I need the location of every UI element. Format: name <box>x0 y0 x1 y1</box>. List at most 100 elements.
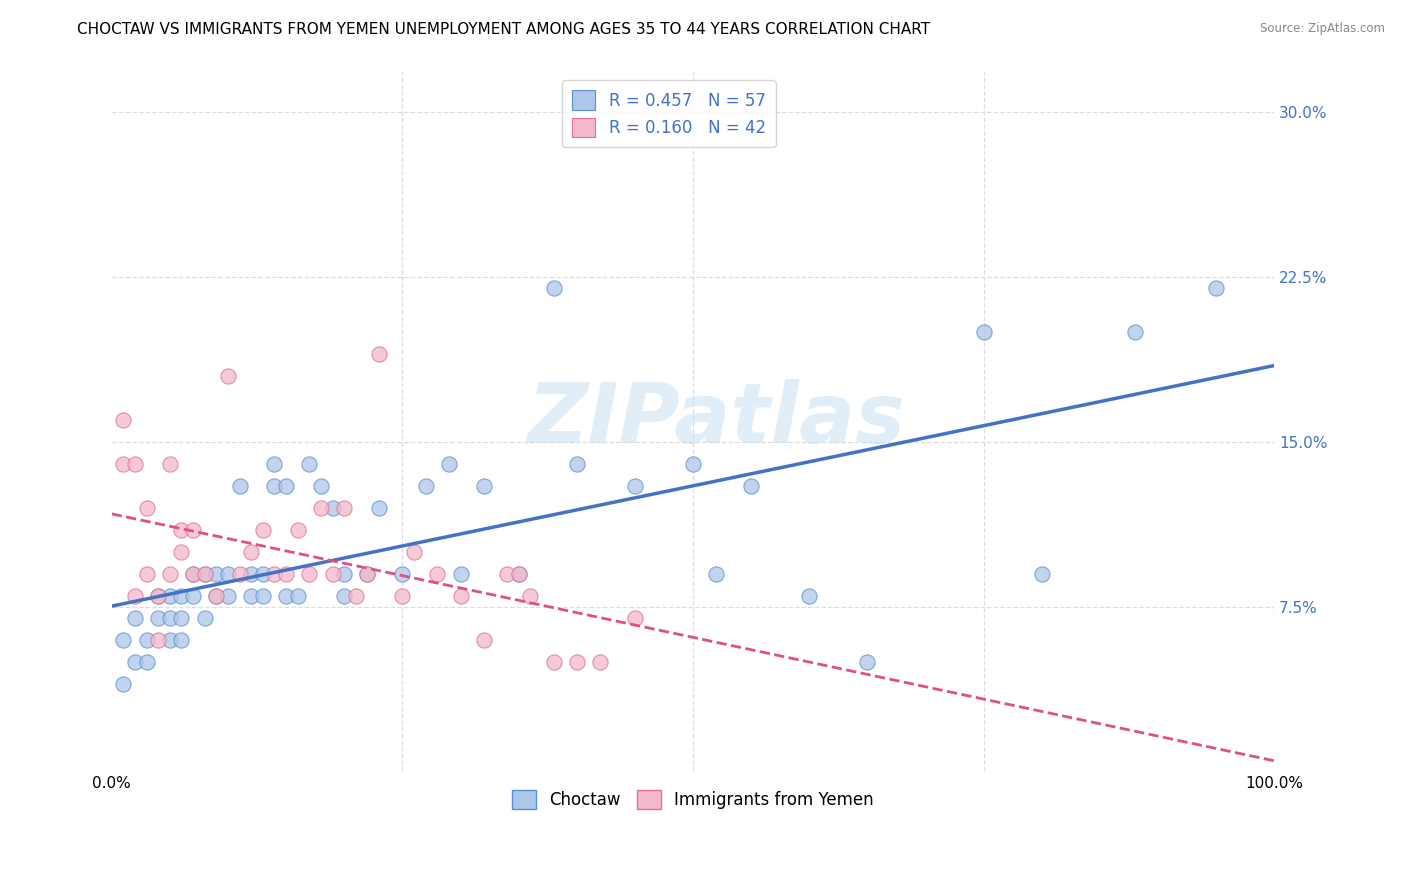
Point <box>356 566 378 581</box>
Point <box>148 589 170 603</box>
Point <box>508 566 530 581</box>
Point <box>565 655 588 669</box>
Point <box>112 413 135 427</box>
Point <box>415 479 437 493</box>
Point <box>508 566 530 581</box>
Point <box>194 566 217 581</box>
Point <box>704 566 727 581</box>
Point <box>263 566 285 581</box>
Point <box>287 589 309 603</box>
Point <box>228 566 250 581</box>
Point <box>205 566 228 581</box>
Point <box>240 589 263 603</box>
Point <box>799 589 821 603</box>
Point <box>740 479 762 493</box>
Point <box>472 632 495 647</box>
Point <box>368 500 391 515</box>
Text: CHOCTAW VS IMMIGRANTS FROM YEMEN UNEMPLOYMENT AMONG AGES 35 TO 44 YEARS CORRELAT: CHOCTAW VS IMMIGRANTS FROM YEMEN UNEMPLO… <box>77 22 931 37</box>
Point <box>543 281 565 295</box>
Point <box>205 589 228 603</box>
Point <box>322 566 344 581</box>
Point <box>240 545 263 559</box>
Point <box>159 566 181 581</box>
Point <box>181 566 204 581</box>
Point <box>402 545 425 559</box>
Point <box>252 589 274 603</box>
Point <box>148 610 170 624</box>
Point <box>682 457 704 471</box>
Point <box>565 457 588 471</box>
Point <box>228 479 250 493</box>
Point <box>333 566 356 581</box>
Legend: Choctaw, Immigrants from Yemen: Choctaw, Immigrants from Yemen <box>506 783 880 816</box>
Point <box>624 479 647 493</box>
Point <box>112 676 135 690</box>
Point <box>170 589 193 603</box>
Point <box>496 566 519 581</box>
Text: ZIPatlas: ZIPatlas <box>527 379 905 460</box>
Point <box>856 655 879 669</box>
Point <box>159 589 181 603</box>
Point <box>624 610 647 624</box>
Point <box>170 545 193 559</box>
Point <box>112 457 135 471</box>
Point <box>135 500 157 515</box>
Point <box>124 589 146 603</box>
Point <box>170 523 193 537</box>
Point <box>287 523 309 537</box>
Point <box>274 479 297 493</box>
Point <box>135 655 157 669</box>
Point <box>333 500 356 515</box>
Point <box>148 632 170 647</box>
Point <box>112 632 135 647</box>
Point <box>309 500 332 515</box>
Point <box>263 457 285 471</box>
Point <box>973 325 995 339</box>
Point <box>181 566 204 581</box>
Point <box>344 589 367 603</box>
Point <box>181 589 204 603</box>
Point <box>1205 281 1227 295</box>
Point <box>205 589 228 603</box>
Point <box>450 589 472 603</box>
Point <box>274 589 297 603</box>
Point <box>298 566 321 581</box>
Point <box>135 632 157 647</box>
Point <box>148 589 170 603</box>
Point <box>391 566 413 581</box>
Point <box>252 523 274 537</box>
Point <box>217 369 239 384</box>
Point <box>589 655 612 669</box>
Point <box>309 479 332 493</box>
Point <box>322 500 344 515</box>
Point <box>298 457 321 471</box>
Point <box>368 347 391 361</box>
Point <box>181 523 204 537</box>
Point <box>124 610 146 624</box>
Point <box>252 566 274 581</box>
Point <box>543 655 565 669</box>
Point <box>519 589 541 603</box>
Point <box>426 566 449 581</box>
Point <box>170 610 193 624</box>
Point <box>1031 566 1053 581</box>
Point <box>159 610 181 624</box>
Point <box>124 655 146 669</box>
Point <box>391 589 413 603</box>
Text: Source: ZipAtlas.com: Source: ZipAtlas.com <box>1260 22 1385 36</box>
Point <box>274 566 297 581</box>
Point <box>135 566 157 581</box>
Point <box>159 632 181 647</box>
Point <box>194 566 217 581</box>
Point <box>450 566 472 581</box>
Point <box>333 589 356 603</box>
Point <box>217 589 239 603</box>
Point <box>240 566 263 581</box>
Point <box>194 610 217 624</box>
Point <box>472 479 495 493</box>
Point <box>263 479 285 493</box>
Point <box>124 457 146 471</box>
Point <box>217 566 239 581</box>
Point <box>1123 325 1146 339</box>
Point <box>170 632 193 647</box>
